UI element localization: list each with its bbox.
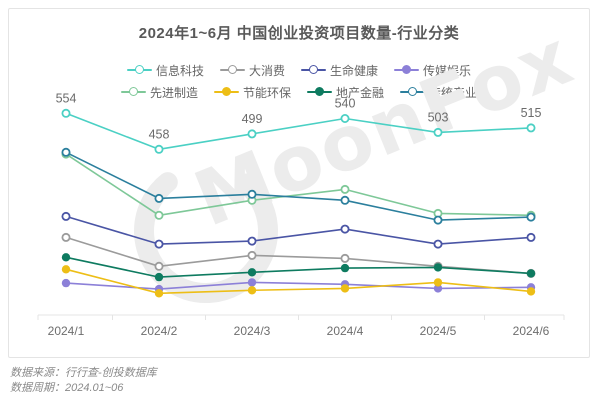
data-point [526,269,536,278]
data-point [433,127,443,137]
legend-label: 节能环保 [242,85,291,100]
data-point [340,284,350,293]
data-point [154,144,164,154]
x-axis-label: 2024/5 [420,324,457,338]
legend-marker-icon [400,87,426,97]
chart-legend: 信息科技 大消费 生命健康 传媒娱乐先进制造 节能环保 地产金融 传统产业 [9,61,589,101]
series-传统产业 [61,147,536,225]
data-point [154,289,164,298]
legend-marker-icon [301,65,326,75]
data-point [247,236,257,246]
data-point [340,195,350,205]
x-axis-label: 2024/1 [48,324,85,338]
series-line [65,281,532,290]
value-label: 503 [428,110,449,124]
data-point [247,268,257,277]
data-point [247,129,257,139]
series-节能环保 [61,265,536,298]
series-line [65,256,532,278]
data-point [340,114,350,124]
data-point [154,261,164,271]
x-axis-label: 2024/2 [141,324,178,338]
legend-item: 先进制造 [120,84,198,101]
data-point [154,193,164,203]
data-point [340,224,350,234]
legend-row-2: 先进制造 节能环保 地产金融 传统产业 [120,83,477,101]
series-line [65,151,532,221]
data-point [340,263,350,273]
legend-label: 传统产业 [429,85,478,100]
data-period-label: 数据周期：2024.01~06 [10,382,124,394]
data-point [61,278,71,288]
legend-marker-icon [213,87,239,97]
series-line [65,236,532,275]
data-point [61,211,71,221]
series-地产金融 [61,253,536,282]
data-point [526,123,536,133]
data-point [433,215,443,225]
data-point [526,287,536,296]
series-line [65,153,532,217]
legend-item: 地产金融 [307,84,384,101]
value-label: 554 [56,91,77,105]
legend-label: 传媒娱乐 [423,63,472,78]
data-point [340,184,350,194]
data-point [61,232,71,242]
x-axis: 2024/1 2024/2 2024/3 2024/4 2024/5 2024/6 [37,314,565,338]
series-line [65,112,532,151]
data-point [154,239,164,249]
value-label: 515 [521,106,542,120]
data-point [433,278,443,287]
legend-row-1: 信息科技 大消费 生命健康 传媒娱乐 [126,61,471,79]
legend-marker-icon [120,87,146,97]
series-line [65,268,532,295]
value-label: 458 [149,127,170,141]
legend-label: 生命健康 [330,63,379,78]
legend-marker-icon [126,65,152,75]
value-label: 499 [242,112,263,126]
data-point [61,253,71,262]
legend-item: 传统产业 [400,84,477,101]
legend-item: 大消费 [219,62,285,79]
data-point [61,108,71,118]
series-line [65,215,532,245]
data-point [61,147,71,157]
chart-card: 2024年1~6月 中国创业投资项目数量-行业分类 信息科技 大消费 生命健康 传媒娱… [8,8,590,358]
legend-marker-icon [307,87,332,97]
legend-label: 大消费 [248,63,285,78]
legend-item: 生命健康 [301,62,378,79]
data-point [526,232,536,242]
legend-label: 先进制造 [149,85,198,100]
data-source-label: 数据来源：行行查-创投数据库 [10,367,157,379]
chart-footer: 数据来源：行行查-创投数据库 数据周期：2024.01~06 [10,366,157,396]
series-信息科技: 554 458 499 540 503 515 [56,91,542,154]
data-point [340,253,350,263]
data-point [247,189,257,199]
data-point [154,210,164,220]
x-axis-label: 2024/3 [234,324,271,338]
chart-title: 2024年1~6月 中国创业投资项目数量-行业分类 [138,25,460,42]
x-axis-label: 2024/6 [513,324,550,338]
value-label: 540 [335,97,356,111]
data-point [433,284,443,293]
data-point [247,250,257,260]
data-point [154,272,164,282]
legend-item: 信息科技 [126,62,204,79]
legend-label: 地产金融 [336,85,385,100]
data-point [61,265,71,274]
data-point [247,286,257,295]
data-point [526,212,536,222]
legend-label: 信息科技 [155,63,204,78]
data-point [433,239,443,249]
legend-item: 节能环保 [213,84,291,101]
legend-marker-icon [219,65,245,75]
data-point [433,263,443,272]
data-point [247,278,257,287]
x-axis-label: 2024/4 [327,324,364,338]
legend-item: 传媒娱乐 [394,62,471,79]
series-生命健康 [61,211,536,249]
legend-marker-icon [394,65,420,75]
